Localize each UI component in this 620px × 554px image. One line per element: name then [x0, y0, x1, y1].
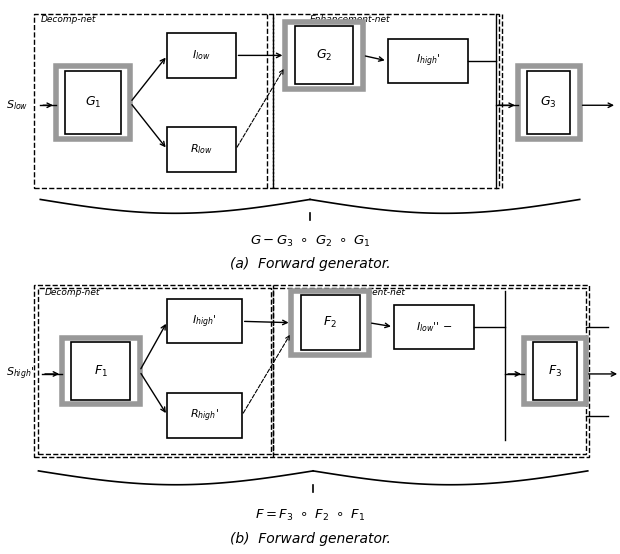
Bar — [167, 33, 236, 78]
Text: $I_{low}$: $I_{low}$ — [192, 49, 211, 62]
Bar — [71, 342, 130, 400]
Text: Decomp-net: Decomp-net — [45, 288, 100, 296]
Bar — [394, 305, 474, 349]
Text: $R_{high}$': $R_{high}$' — [190, 407, 219, 424]
Bar — [273, 288, 586, 454]
Text: $F_1$: $F_1$ — [94, 363, 108, 379]
Bar — [285, 22, 363, 89]
Text: $I_{high}$': $I_{high}$' — [192, 313, 217, 330]
Bar — [527, 71, 570, 135]
Text: $F_2$: $F_2$ — [323, 315, 337, 330]
Bar — [34, 14, 273, 188]
Bar — [167, 127, 236, 172]
Text: (b)  Forward generator.: (b) Forward generator. — [229, 532, 391, 546]
Text: $G - G_3\ \circ\ G_2\ \circ\ G_1$: $G - G_3\ \circ\ G_2\ \circ\ G_1$ — [249, 233, 371, 249]
Text: $I_{low}$'' $-$: $I_{low}$'' $-$ — [415, 320, 453, 334]
Text: (a)  Forward generator.: (a) Forward generator. — [229, 258, 391, 271]
Bar — [291, 291, 369, 355]
Text: $G_3$: $G_3$ — [541, 95, 557, 110]
Text: $R_{low}$: $R_{low}$ — [190, 143, 213, 156]
Bar — [56, 66, 130, 138]
Text: $G_2$: $G_2$ — [316, 48, 332, 63]
Bar — [167, 299, 242, 343]
Text: $F_3$: $F_3$ — [548, 363, 562, 379]
Text: Enhancement-net: Enhancement-net — [310, 15, 391, 24]
Bar — [518, 66, 580, 138]
Bar — [62, 338, 140, 404]
Text: $S_{high}$': $S_{high}$' — [6, 366, 35, 382]
Text: $S_{low}$: $S_{low}$ — [6, 99, 29, 112]
Bar — [294, 27, 353, 84]
Bar — [167, 393, 242, 438]
Bar — [65, 71, 121, 135]
Text: $G_1$: $G_1$ — [85, 95, 101, 110]
Bar — [34, 285, 589, 457]
Bar — [301, 295, 360, 351]
Bar — [38, 288, 271, 454]
Text: Decomp-net: Decomp-net — [40, 15, 95, 24]
Text: $F = F_3\ \circ\ F_2\ \circ\ F_1$: $F = F_3\ \circ\ F_2\ \circ\ F_1$ — [255, 507, 365, 523]
Text: $I_{high}$': $I_{high}$' — [415, 53, 440, 69]
Bar — [388, 39, 468, 83]
Bar — [524, 338, 586, 404]
Bar — [273, 14, 499, 188]
Bar — [533, 342, 577, 400]
Text: De-enhancement-net: De-enhancement-net — [310, 288, 406, 296]
